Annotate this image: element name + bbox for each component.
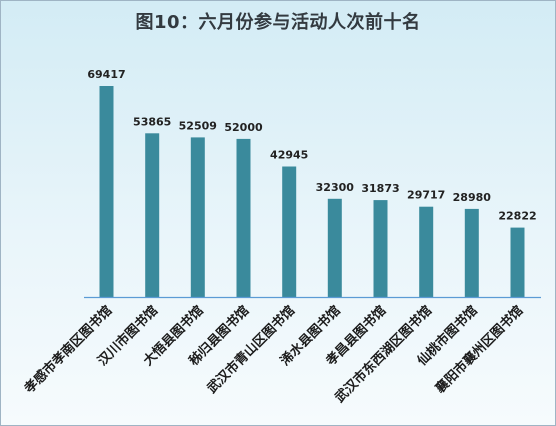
- value-label-9: 28980: [453, 191, 492, 204]
- bars-group: [99, 86, 525, 297]
- bar-7: [373, 200, 388, 297]
- bar-3: [190, 137, 205, 297]
- bar-6: [327, 198, 342, 297]
- bar-5: [282, 166, 297, 297]
- category-label-10: 襄阳市襄州区图书馆: [432, 303, 527, 398]
- value-label-6: 32300: [316, 181, 355, 194]
- value-label-8: 29717: [407, 189, 445, 202]
- value-label-10: 22822: [498, 210, 536, 223]
- bar-9: [464, 208, 479, 297]
- value-label-1: 69417: [87, 68, 125, 81]
- bar-10: [510, 227, 525, 297]
- bar-1: [99, 86, 114, 297]
- value-label-7: 31873: [361, 182, 399, 195]
- category-label-5: 武汉市青山区图书馆: [204, 303, 298, 397]
- category-labels-group: 孝感市孝南区图书馆汉川市图书馆大悟县图书馆秭归县图书馆武汉市青山区图书馆浠水县图…: [21, 303, 527, 406]
- value-label-3: 52509: [179, 119, 217, 132]
- bar-8: [419, 206, 434, 297]
- value-label-5: 42945: [270, 149, 308, 162]
- bar-4: [236, 138, 251, 297]
- category-label-1: 孝感市孝南区图书馆: [21, 303, 116, 398]
- value-label-2: 53865: [133, 115, 171, 128]
- value-labels-group: 69417 53865 52509 52000 42945 32300 31873 29717…: [87, 68, 536, 223]
- chart-title: 图10：六月份参与活动人次前十名: [135, 12, 421, 33]
- bar-2: [145, 133, 160, 297]
- value-label-4: 52000: [224, 121, 263, 134]
